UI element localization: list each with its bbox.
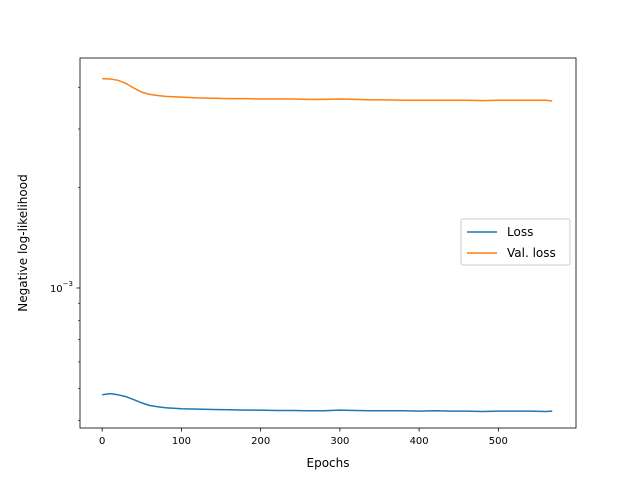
x-tick-label: 500 <box>489 436 508 447</box>
x-tick-label: 400 <box>410 436 429 447</box>
x-tick-label: 200 <box>251 436 270 447</box>
plot-frame <box>79 57 577 429</box>
series-line-0 <box>102 392 553 413</box>
series-line-1 <box>102 77 553 102</box>
x-tick-label: 300 <box>330 436 349 447</box>
legend-label-0: Loss <box>507 225 533 239</box>
x-tick-label: 100 <box>172 436 191 447</box>
series-lines <box>102 77 553 413</box>
legend: Loss Val. loss <box>460 218 571 266</box>
x-tick-label: 0 <box>99 436 105 447</box>
x-axis-label: Epochs <box>307 456 350 470</box>
y-tick-label: 10−3 <box>50 280 73 295</box>
legend-label-1: Val. loss <box>507 246 556 260</box>
x-ticks: 0 100 200 300 400 500 <box>99 428 508 447</box>
y-ticks: 10−3 <box>50 87 80 421</box>
y-axis-label: Negative log-likelihood <box>16 174 30 311</box>
